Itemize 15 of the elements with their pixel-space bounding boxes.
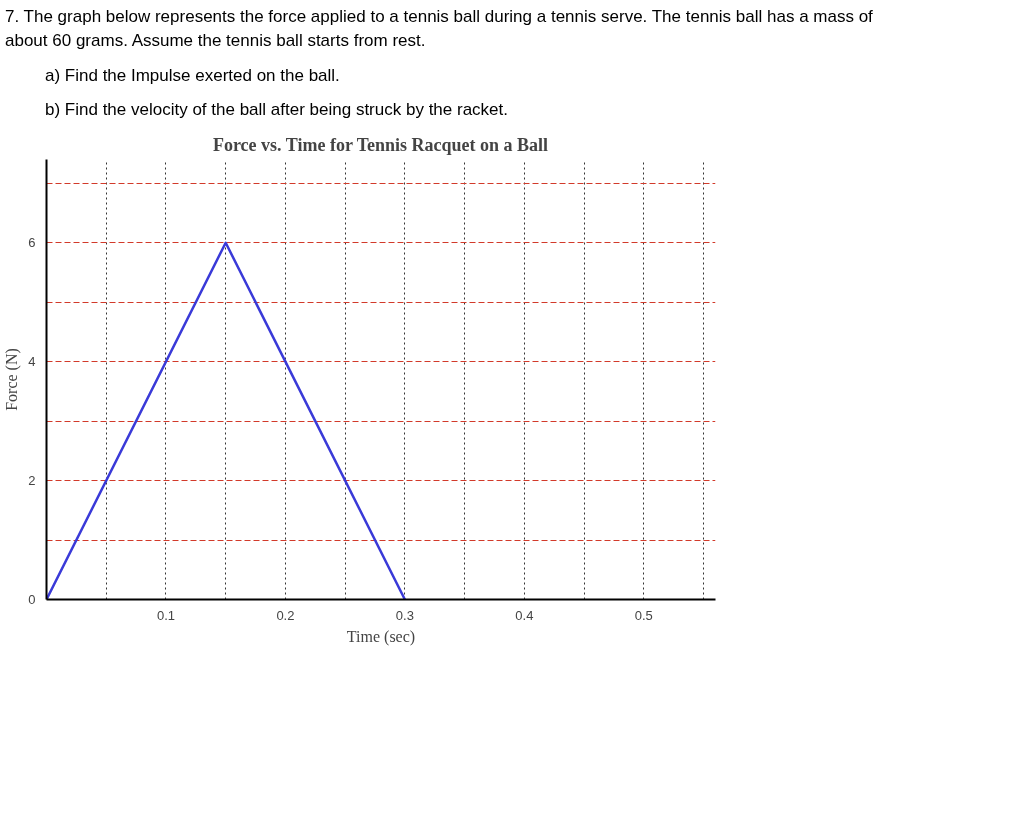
text: b) Find the velocity of the ball after being struck by the racket.: [45, 98, 509, 121]
y-tick-label: 0: [28, 592, 36, 608]
x-tick-label: 0.5: [634, 607, 653, 623]
text: 7. The graph below represents the force applied to a tennis ball during a tennis serve. The tennis ball has a mass of about 60 grams. Assume the tennis ball starts from rest.: [5, 6, 874, 53]
y-axis-title: Force (N): [3, 348, 22, 411]
chart-title: Force vs. Time for Tennis Racquet on a Ball: [212, 134, 549, 155]
x-tick-label: 0.1: [156, 607, 176, 623]
x-tick-label: 0.3: [395, 607, 414, 623]
x-axis-title: Time (sec): [346, 627, 416, 646]
y-tick-label: 4: [28, 354, 36, 370]
text: a) Find the Impulse exerted on the ball.: [45, 64, 340, 87]
y-tick-label: 2: [28, 473, 36, 489]
x-tick-label: 0.2: [276, 607, 295, 623]
y-tick-label: 6: [28, 235, 36, 251]
x-tick-label: 0.4: [515, 607, 534, 623]
